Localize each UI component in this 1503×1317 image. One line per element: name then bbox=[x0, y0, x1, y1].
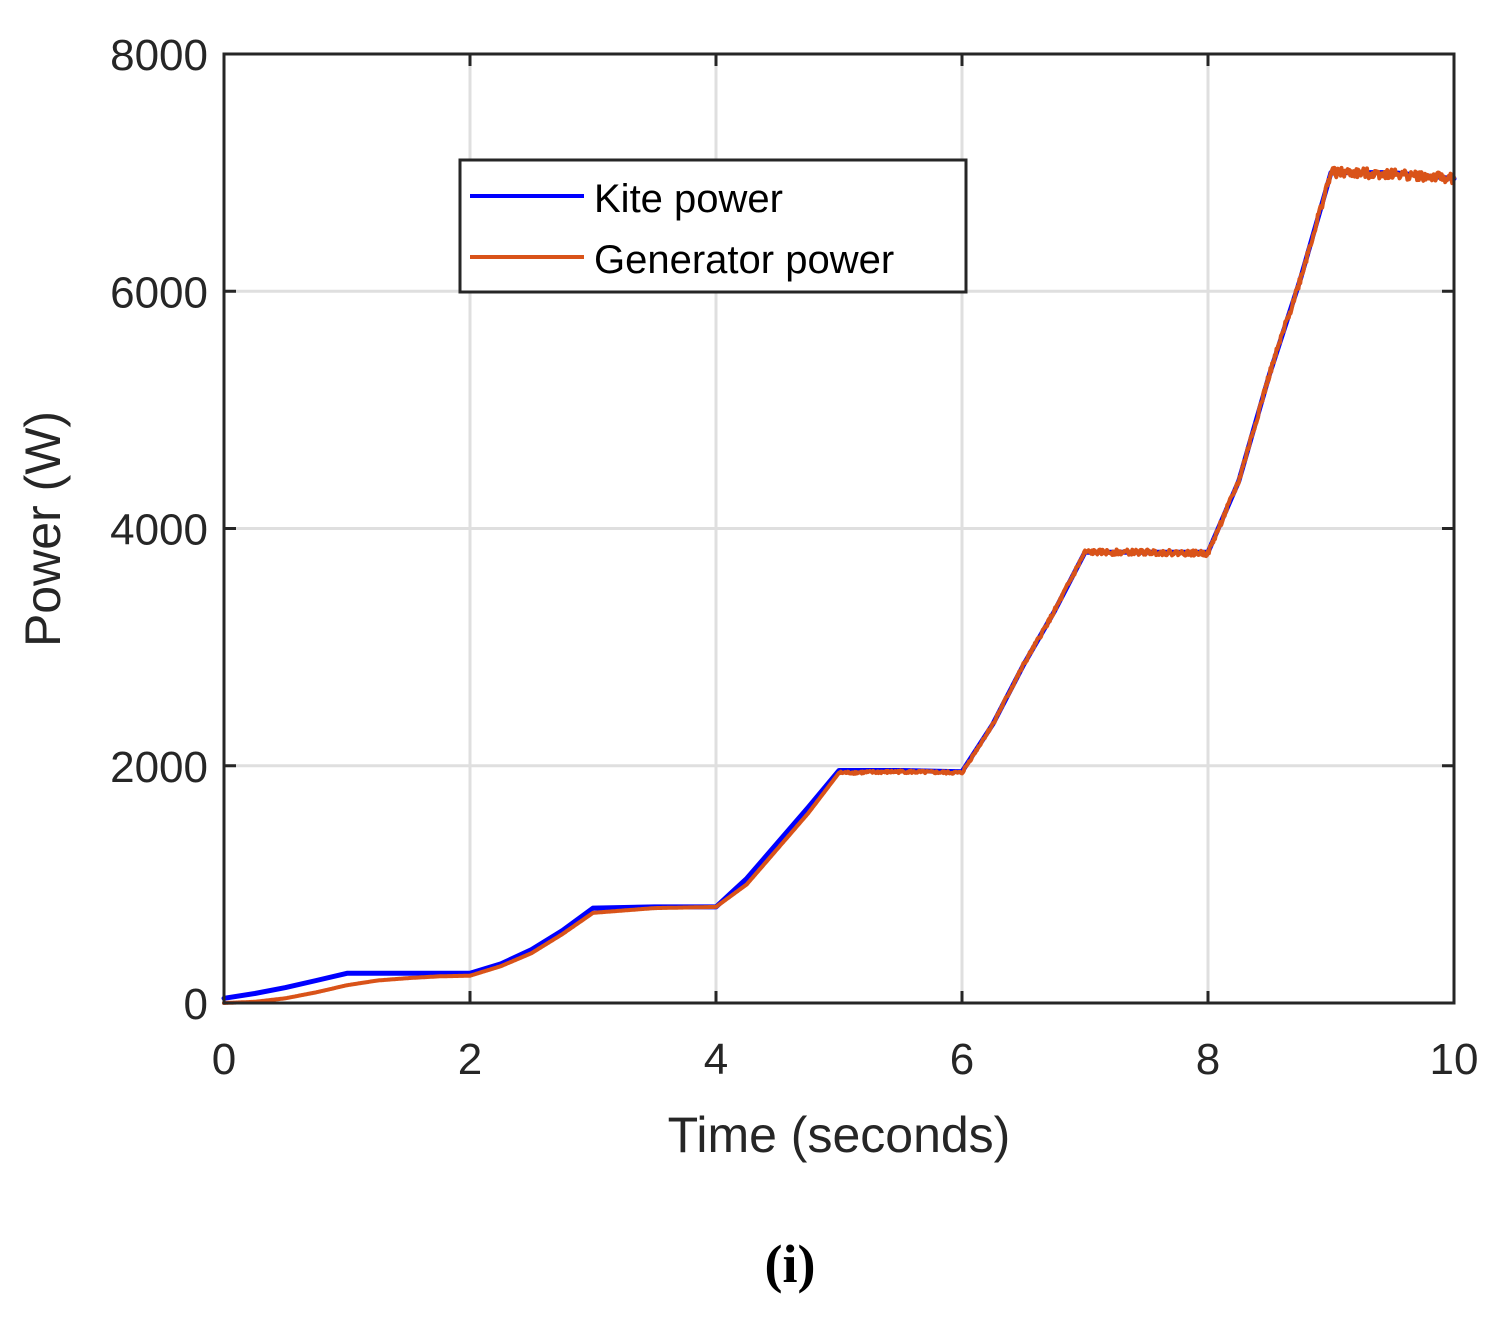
x-tick-label-10: 10 bbox=[1430, 1035, 1479, 1084]
legend-box bbox=[458, 158, 968, 294]
x-tick-label-6: 6 bbox=[950, 1035, 974, 1084]
y-tick-label-6000: 6000 bbox=[110, 268, 208, 317]
legend-label-kite-power: Kite power bbox=[594, 177, 783, 221]
series-layer bbox=[221, 165, 1457, 1005]
series-line-generator-power bbox=[222, 165, 1456, 1005]
x-tick-label-8: 8 bbox=[1196, 1035, 1220, 1084]
x-tick-label-0: 0 bbox=[212, 1035, 236, 1084]
x-tick-label-2: 2 bbox=[458, 1035, 482, 1084]
legend: Kite power Generator power bbox=[458, 158, 968, 294]
legend-label-generator-power: Generator power bbox=[594, 238, 894, 282]
tick-layer: 0 2 4 6 8 10 0 2000 4000 6000 8000 bbox=[110, 31, 1478, 1084]
panel-label: (i) bbox=[765, 1234, 816, 1294]
x-axis-label: Time (seconds) bbox=[668, 1107, 1011, 1163]
y-tick-label-2000: 2000 bbox=[110, 743, 208, 792]
x-tick-label-4: 4 bbox=[704, 1035, 728, 1084]
y-tick-label-8000: 8000 bbox=[110, 31, 208, 80]
y-axis-label: Power (W) bbox=[15, 411, 71, 647]
y-tick-label-0: 0 bbox=[184, 980, 208, 1029]
y-tick-label-4000: 4000 bbox=[110, 506, 208, 555]
